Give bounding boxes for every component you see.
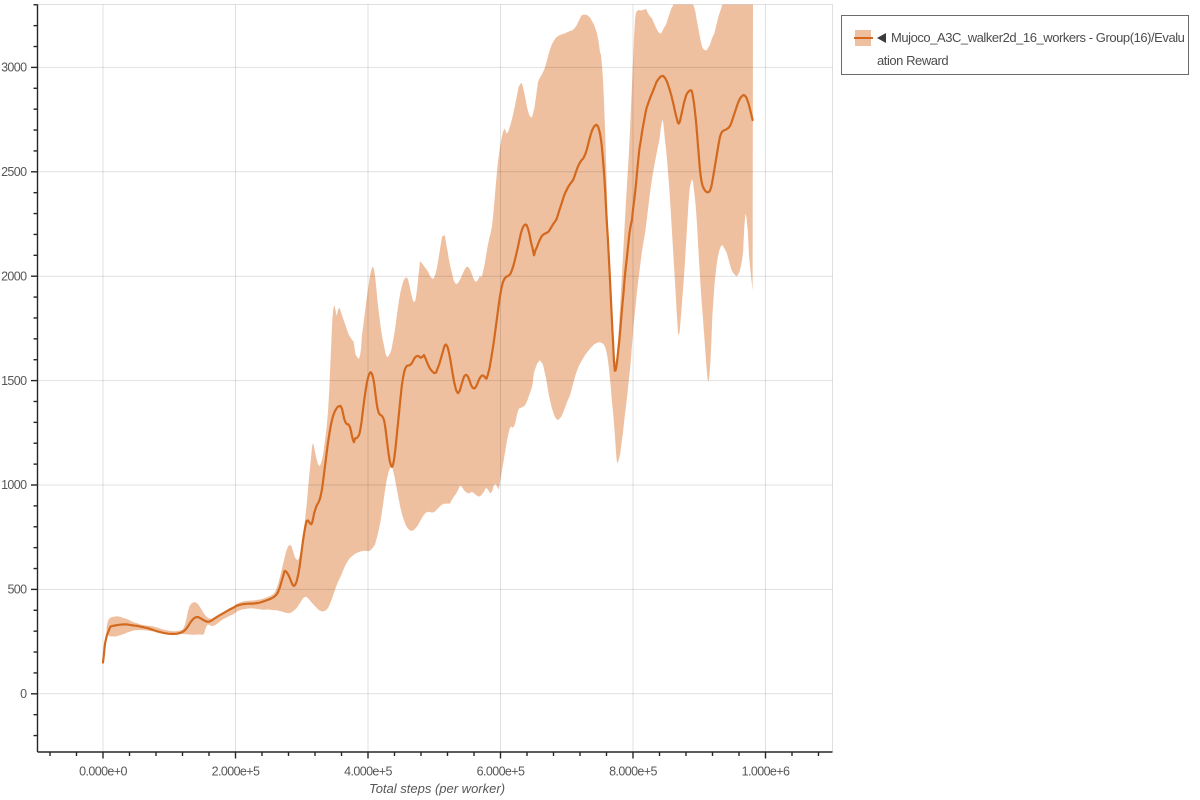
svg-text:Total steps (per worker): Total steps (per worker): [369, 781, 505, 796]
svg-text:6.000e+5: 6.000e+5: [477, 765, 525, 779]
svg-text:500: 500: [7, 583, 27, 597]
svg-text:0: 0: [20, 687, 27, 701]
svg-text:0.000e+0: 0.000e+0: [79, 765, 127, 779]
svg-text:2.000e+5: 2.000e+5: [212, 765, 260, 779]
svg-text:2500: 2500: [1, 165, 27, 179]
svg-text:1000: 1000: [1, 478, 27, 492]
svg-text:3000: 3000: [1, 61, 27, 75]
svg-text:1500: 1500: [1, 374, 27, 388]
svg-text:4.000e+5: 4.000e+5: [344, 765, 392, 779]
svg-text:8.000e+5: 8.000e+5: [609, 765, 657, 779]
svg-text:1.000e+6: 1.000e+6: [742, 765, 790, 779]
svg-text:2000: 2000: [1, 269, 27, 283]
